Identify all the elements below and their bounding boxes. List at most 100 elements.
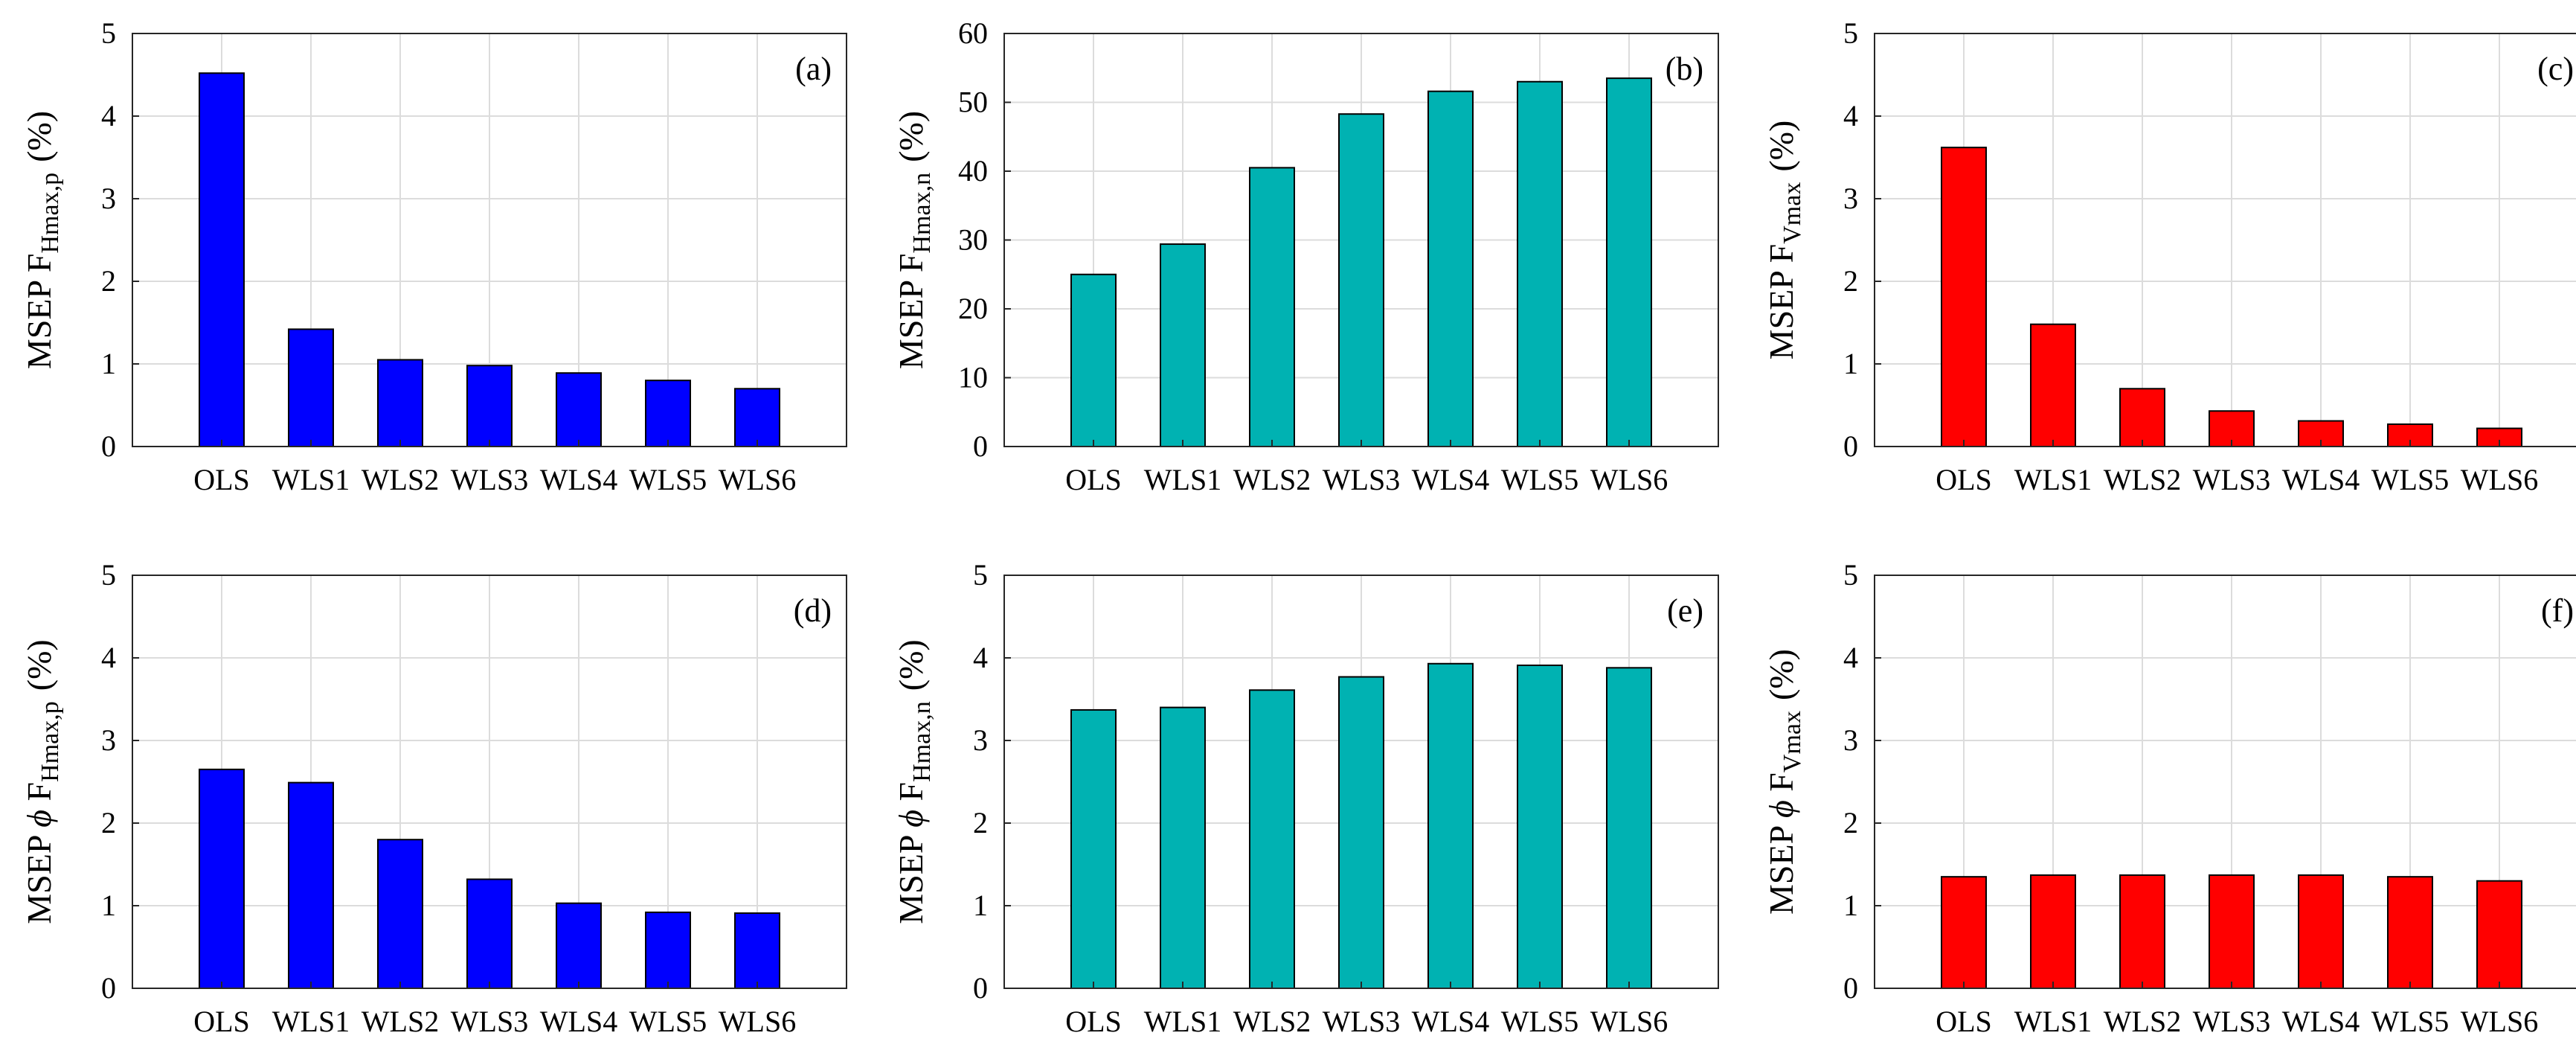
bar-wls3 bbox=[1338, 676, 1384, 990]
x-tick-label: WLS2 bbox=[2104, 1005, 2181, 1038]
y-tick-label: 3 bbox=[1843, 723, 1858, 757]
bar-wls5 bbox=[645, 380, 691, 448]
panel-label: (e) bbox=[1667, 592, 1703, 629]
y-label-unit: (%) bbox=[20, 111, 58, 162]
y-tick-label: 5 bbox=[1843, 558, 1858, 592]
x-tick-label: OLS bbox=[1936, 463, 1992, 496]
x-tick-label: WLS5 bbox=[629, 1005, 707, 1038]
bar-wls1 bbox=[288, 328, 334, 447]
x-tick-label: WLS4 bbox=[2282, 463, 2360, 496]
y-tick-label: 50 bbox=[958, 86, 988, 119]
x-tick-label: WLS4 bbox=[1412, 1005, 1489, 1038]
x-tick-label: OLS bbox=[193, 1005, 250, 1038]
x-tick-label: WLS5 bbox=[2371, 463, 2449, 496]
x-tick-label: WLS2 bbox=[1233, 463, 1311, 496]
y-label-unit: (%) bbox=[1762, 121, 1800, 172]
panel-f: 0 1 2 3 4 5 OLS WLS1 WLS2 WLS3 WLS4 WLS5 WLS6 (f) MSEP… bbox=[1762, 558, 2576, 1038]
y-tick-label: 2 bbox=[101, 264, 116, 298]
bar-wls1 bbox=[1160, 706, 1206, 989]
bar-wls2 bbox=[1249, 689, 1295, 989]
y-label-prefix: MSEP bbox=[892, 828, 930, 924]
y-label-subscript: Hmax,n bbox=[908, 701, 936, 782]
bar-ols bbox=[199, 72, 245, 447]
y-tick-label: 3 bbox=[1843, 182, 1858, 215]
y-tick-label: 1 bbox=[101, 889, 116, 922]
x-tick-label: WLS6 bbox=[719, 1005, 796, 1038]
bar-wls6 bbox=[734, 388, 780, 447]
y-label-unit: (%) bbox=[1762, 649, 1800, 700]
bar-ols bbox=[1941, 876, 1987, 990]
y-tick-label: 0 bbox=[973, 429, 988, 463]
panel-label: (c) bbox=[2537, 51, 2574, 87]
y-axis-label: MSEP FVmax (%) bbox=[1762, 121, 1806, 360]
y-tick-label: 4 bbox=[1843, 99, 1858, 132]
x-tick-label: WLS4 bbox=[1412, 463, 1489, 496]
y-label-phi: ϕ bbox=[20, 801, 58, 827]
bar-wls6 bbox=[734, 912, 780, 989]
bar-wls2 bbox=[2119, 388, 2165, 447]
y-tick-label: 3 bbox=[101, 723, 116, 757]
bar-wls2 bbox=[377, 839, 423, 989]
y-tick-label: 20 bbox=[958, 292, 988, 325]
y-label-subscript: Vmax bbox=[1779, 182, 1806, 244]
x-tick-label: WLS1 bbox=[1144, 463, 1221, 496]
y-tick-label: 1 bbox=[973, 889, 988, 922]
x-tick-label: OLS bbox=[193, 463, 250, 496]
y-tick-label: 0 bbox=[1843, 429, 1858, 463]
y-tick-label: 3 bbox=[101, 182, 116, 215]
y-tick-label: 5 bbox=[973, 558, 988, 592]
panel-label: (b) bbox=[1666, 51, 1703, 87]
x-tick-label: WLS4 bbox=[540, 463, 617, 496]
panel-label: (f) bbox=[2541, 592, 2574, 629]
x-tick-label: WLS2 bbox=[362, 463, 439, 496]
x-tick-label: WLS1 bbox=[2014, 463, 2092, 496]
x-tick-label: WLS3 bbox=[2193, 1005, 2270, 1038]
y-tick-label: 5 bbox=[101, 16, 116, 50]
y-axis-label: MSEP FHmax,n (%) bbox=[892, 111, 936, 369]
bar-wls2 bbox=[2119, 874, 2165, 990]
y-tick-label: 30 bbox=[958, 223, 988, 257]
y-tick-label: 1 bbox=[101, 347, 116, 380]
bar-wls4 bbox=[556, 372, 602, 447]
bar-wls4 bbox=[2298, 874, 2344, 990]
y-label-phi: ϕ bbox=[1762, 792, 1800, 818]
bar-wls1 bbox=[2030, 874, 2076, 990]
y-tick-label: 0 bbox=[101, 971, 116, 1005]
bar-wls4 bbox=[1427, 90, 1474, 447]
bar-wls4 bbox=[1427, 662, 1474, 990]
y-axis-label: MSEP FHmax,p (%) bbox=[20, 111, 64, 369]
bar-wls3 bbox=[1338, 113, 1384, 447]
y-label-prefix: MSEP bbox=[1762, 263, 1800, 359]
x-tick-label: WLS3 bbox=[1323, 463, 1400, 496]
y-label-variable: F bbox=[1762, 772, 1800, 792]
x-tick-label: WLS6 bbox=[1590, 1005, 1668, 1038]
bar-wls1 bbox=[2030, 323, 2076, 447]
x-tick-label: WLS5 bbox=[1501, 463, 1578, 496]
x-tick-label: OLS bbox=[1065, 463, 1122, 496]
bar-wls5 bbox=[645, 911, 691, 990]
y-label-variable: F bbox=[20, 254, 58, 273]
y-tick-label: 60 bbox=[958, 16, 988, 50]
bar-wls6 bbox=[1606, 667, 1652, 989]
y-label-prefix: MSEP bbox=[892, 272, 930, 369]
x-tick-label: WLS6 bbox=[2461, 1005, 2538, 1038]
y-tick-label: 4 bbox=[1843, 641, 1858, 674]
panel-c: 0 1 2 3 4 5 OLS WLS1 WLS2 WLS3 WLS4 WLS5 WLS6 (c) MSEP… bbox=[1762, 16, 2576, 496]
y-tick-label: 4 bbox=[973, 641, 988, 674]
y-tick-label: 0 bbox=[101, 429, 116, 463]
y-tick-label: 2 bbox=[973, 806, 988, 839]
y-label-prefix: MSEP bbox=[20, 828, 58, 924]
y-axis-label: MSEP ϕ FVmax (%) bbox=[1762, 649, 1806, 915]
y-label-variable: F bbox=[892, 254, 930, 273]
y-tick-label: 2 bbox=[1843, 806, 1858, 839]
y-axis-label: MSEP ϕ FHmax,n (%) bbox=[892, 639, 936, 924]
bar-wls3 bbox=[466, 878, 513, 989]
x-tick-label: WLS1 bbox=[272, 463, 350, 496]
x-tick-label: WLS3 bbox=[2193, 463, 2270, 496]
panel-e: 0 1 2 3 4 5 OLS WLS1 WLS2 WLS3 WLS4 WLS5 WLS6 (e) MSEP… bbox=[892, 558, 1719, 1038]
y-tick-label: 5 bbox=[101, 558, 116, 592]
x-tick-label: WLS5 bbox=[629, 463, 707, 496]
x-tick-label: WLS1 bbox=[2014, 1005, 2092, 1038]
x-tick-label: WLS3 bbox=[451, 1005, 528, 1038]
